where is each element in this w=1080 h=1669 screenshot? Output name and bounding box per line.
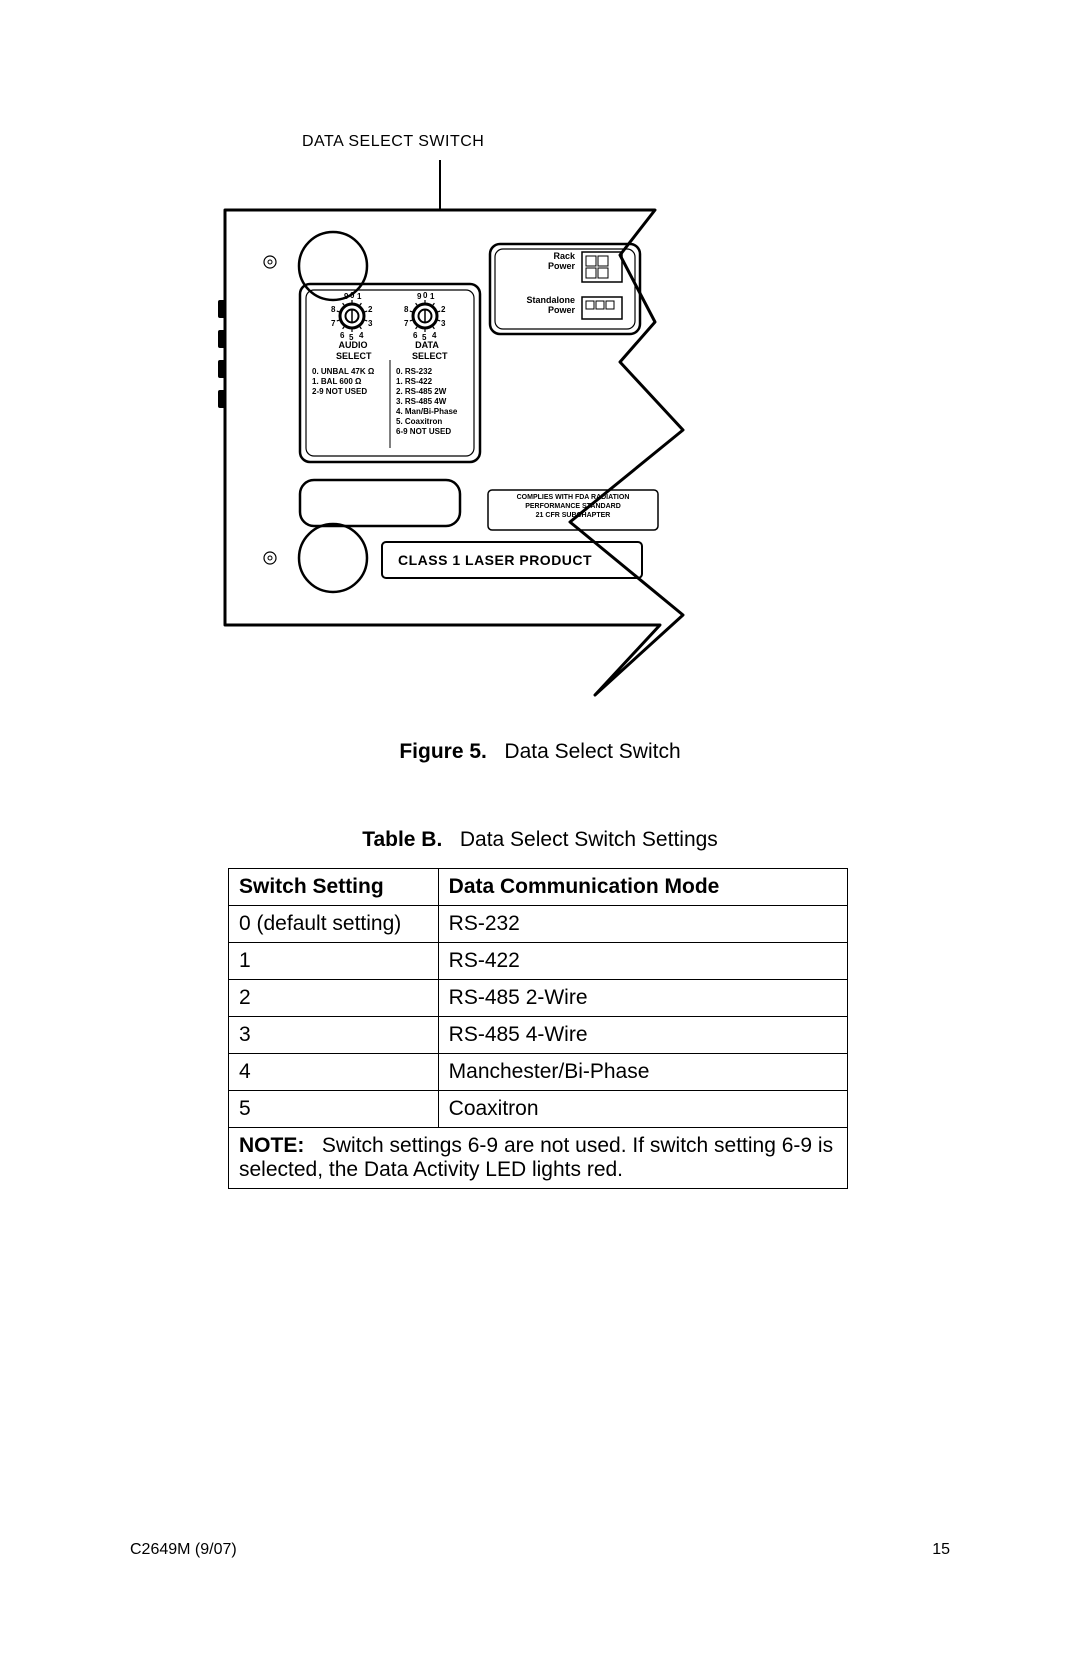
dial-num: 0: [350, 291, 355, 300]
dial-num: 1: [357, 292, 362, 301]
table-row: 4 Manchester/Bi-Phase: [229, 1054, 848, 1091]
table-label: Table B.: [362, 828, 442, 851]
note-text: Switch settings 6-9 are not used. If swi…: [239, 1134, 833, 1181]
footer-doc-id: C2649M (9/07): [130, 1541, 237, 1559]
dial-num: 6: [413, 331, 418, 340]
dial-num: 8: [404, 305, 409, 314]
cell-mode: RS-485 2-Wire: [438, 980, 847, 1017]
cell-setting: 3: [229, 1017, 439, 1054]
settings-table: Switch Setting Data Communication Mode 0…: [228, 868, 848, 1189]
cell-setting: 0 (default setting): [229, 906, 439, 943]
dial-num: 2: [368, 305, 373, 314]
table-row: 2 RS-485 2-Wire: [229, 980, 848, 1017]
table-header-row: Switch Setting Data Communication Mode: [229, 869, 848, 906]
cell-setting: 5: [229, 1091, 439, 1128]
dial-num: 4: [359, 331, 364, 340]
cell-mode: Coaxitron: [438, 1091, 847, 1128]
table-row: 5 Coaxitron: [229, 1091, 848, 1128]
dial-num: 6: [340, 331, 345, 340]
dial-num: 2: [441, 305, 446, 314]
dial-num: 8: [331, 305, 336, 314]
col-switch-setting: Switch Setting: [229, 869, 439, 906]
data-options: 0. RS-232 1. RS-422 2. RS-485 2W 3. RS-4…: [396, 367, 478, 437]
audio-options: 0. UNBAL 47K Ω 1. BAL 600 Ω 2-9 NOT USED: [312, 367, 388, 397]
footer-page-number: 15: [932, 1541, 950, 1559]
dial-num: 3: [368, 319, 373, 328]
table-row: 0 (default setting) RS-232: [229, 906, 848, 943]
device-diagram: 9 0 1 2 3 4 5 6 7 8: [0, 0, 1080, 720]
page: DATA SELECT SWITCH: [0, 0, 1080, 1669]
dial-num: 3: [441, 319, 446, 328]
dial-num: 9: [417, 292, 422, 301]
figure-caption-text: Data Select Switch: [504, 740, 680, 763]
cell-setting: 4: [229, 1054, 439, 1091]
data-select-label: DATASELECT: [412, 340, 442, 363]
cell-mode: RS-422: [438, 943, 847, 980]
table-caption-text: Data Select Switch Settings: [460, 828, 718, 851]
figure-label: Figure 5.: [399, 740, 487, 763]
table-note: NOTE: Switch settings 6-9 are not used. …: [229, 1128, 848, 1189]
cell-setting: 2: [229, 980, 439, 1017]
table-row: 1 RS-422: [229, 943, 848, 980]
table-row: 3 RS-485 4-Wire: [229, 1017, 848, 1054]
dial-num: 7: [404, 319, 409, 328]
note-label: NOTE:: [239, 1134, 304, 1157]
class1-laser-label: CLASS 1 LASER PRODUCT: [398, 552, 592, 568]
dial-num: 0: [423, 291, 428, 300]
cell-setting: 1: [229, 943, 439, 980]
rack-power-label: RackPower: [520, 252, 575, 272]
standalone-power-label: StandalonePower: [500, 296, 575, 316]
table-note-row: NOTE: Switch settings 6-9 are not used. …: [229, 1128, 848, 1189]
audio-select-label: AUDIOSELECT: [336, 340, 370, 363]
dial-num: 9: [344, 292, 349, 301]
cell-mode: RS-232: [438, 906, 847, 943]
table-caption: Table B. Data Select Switch Settings: [0, 828, 1080, 852]
col-data-mode: Data Communication Mode: [438, 869, 847, 906]
cell-mode: Manchester/Bi-Phase: [438, 1054, 847, 1091]
cell-mode: RS-485 4-Wire: [438, 1017, 847, 1054]
dial-num: 4: [432, 331, 437, 340]
fda-compliance-text: COMPLIES WITH FDA RADIATIONPERFORMANCE S…: [490, 494, 656, 520]
figure-caption: Figure 5. Data Select Switch: [0, 740, 1080, 764]
dial-num: 7: [331, 319, 336, 328]
dial-num: 1: [430, 292, 435, 301]
